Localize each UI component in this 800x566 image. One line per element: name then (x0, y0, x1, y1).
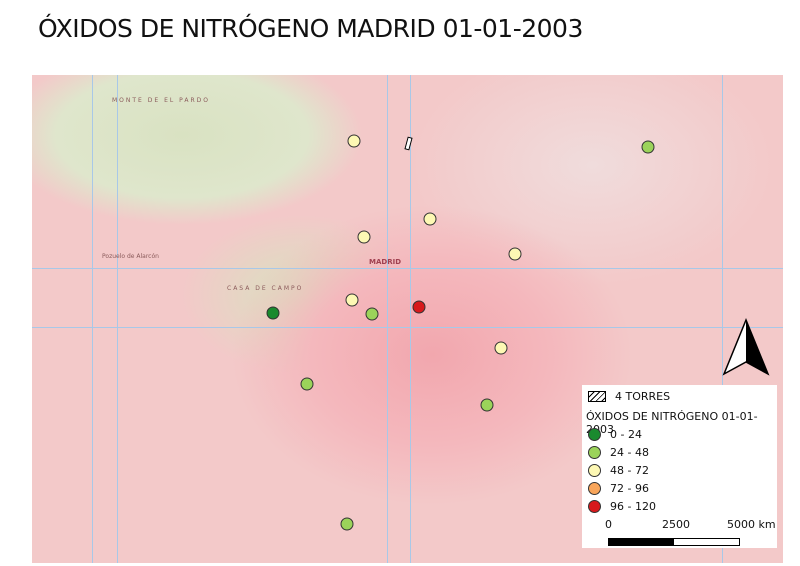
grid-line (722, 75, 723, 563)
legend-label: 24 - 48 (610, 446, 649, 459)
class-swatch (588, 446, 601, 459)
station-point[interactable] (494, 341, 508, 355)
scale-bar (608, 538, 740, 546)
grid-line (92, 75, 93, 563)
grid-line (117, 75, 118, 563)
grid-line (32, 268, 783, 269)
legend-label: 48 - 72 (610, 464, 649, 477)
north-arrow-icon (722, 318, 770, 376)
station-point[interactable] (423, 212, 437, 226)
station-point[interactable] (347, 134, 361, 148)
hatch-icon (588, 391, 606, 402)
station-point[interactable] (480, 398, 494, 412)
station-point[interactable] (300, 377, 314, 391)
map-label: Pozuelo de Alarcón (102, 253, 159, 260)
station-point[interactable] (345, 293, 359, 307)
scale-label: 5000 km (727, 518, 776, 531)
legend-item: 96 - 120 (588, 500, 656, 513)
scale-label: 2500 (662, 518, 690, 531)
class-swatch (588, 428, 601, 441)
map-title: ÓXIDOS DE NITRÓGENO MADRID 01-01-2003 (38, 14, 583, 43)
station-point[interactable] (357, 230, 371, 244)
legend: 4 TORRES ÓXIDOS DE NITRÓGENO 01-01-2003 … (582, 385, 777, 548)
legend-label: 0 - 24 (610, 428, 642, 441)
station-point[interactable] (365, 307, 379, 321)
map-label: MONTE DE EL PARDO (112, 97, 210, 104)
station-point[interactable] (340, 517, 354, 531)
legend-label: 96 - 120 (610, 500, 656, 513)
station-point[interactable] (412, 300, 426, 314)
legend-label: 4 TORRES (615, 390, 671, 403)
map-label: CASA DE CAMPO (227, 285, 304, 292)
map-label: MADRID (369, 258, 401, 266)
class-swatch (588, 464, 601, 477)
class-swatch (588, 500, 601, 513)
map-canvas[interactable]: MONTE DE EL PARDO MADRID CASA DE CAMPO P… (32, 75, 783, 563)
station-point[interactable] (508, 247, 522, 261)
legend-label: 72 - 96 (610, 482, 649, 495)
scale-label: 0 (605, 518, 612, 531)
legend-item: 0 - 24 (588, 428, 642, 441)
legend-item: 24 - 48 (588, 446, 649, 459)
legend-item: 72 - 96 (588, 482, 649, 495)
class-swatch (588, 482, 601, 495)
legend-title: ÓXIDOS DE NITRÓGENO 01-01-2003 (586, 410, 758, 436)
grid-line (410, 75, 411, 563)
station-point[interactable] (266, 306, 280, 320)
station-point[interactable] (641, 140, 655, 154)
legend-item: 48 - 72 (588, 464, 649, 477)
legend-item-torres: 4 TORRES (588, 390, 670, 403)
grid-line (387, 75, 388, 563)
grid-line (32, 327, 783, 328)
